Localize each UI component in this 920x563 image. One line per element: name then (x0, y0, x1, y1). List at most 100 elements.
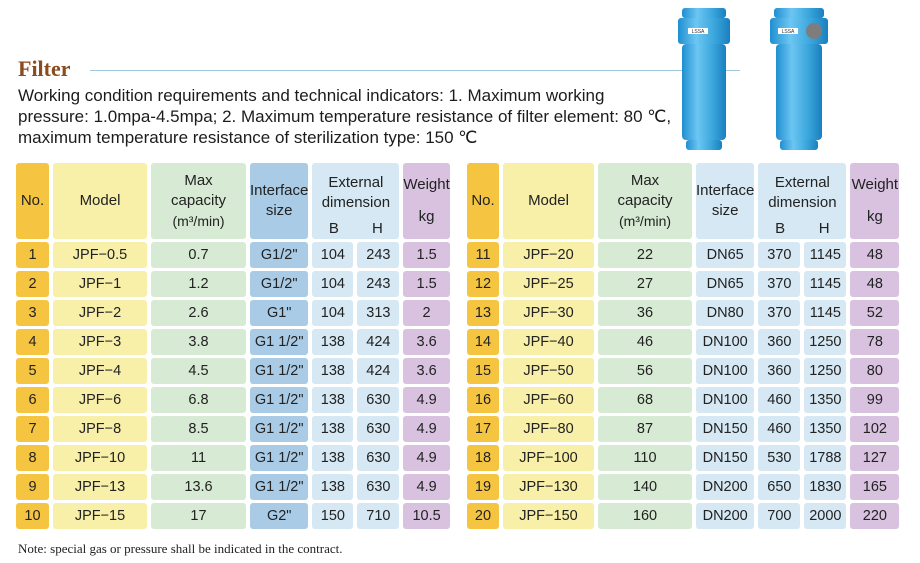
table-row: 18 JPF−100 110 DN150 530 1788 127 (467, 445, 900, 471)
description: Working condition requirements and techn… (18, 86, 672, 147)
cell-weight: 1.5 (403, 242, 450, 268)
cell-b: 150 (312, 503, 354, 529)
cell-no: 11 (467, 242, 499, 268)
cell-capacity: 68 (598, 387, 692, 413)
header-h: H (818, 220, 830, 237)
cell-interface: G2" (250, 503, 309, 529)
cell-interface: G1 1/2" (250, 358, 309, 384)
cell-interface: G1/2" (250, 242, 309, 268)
cell-no: 12 (467, 271, 499, 297)
table-row: 5 JPF−4 4.5 G1 1/2" 138 424 3.6 (16, 358, 450, 384)
cell-b: 370 (758, 271, 801, 297)
cell-b: 370 (758, 242, 801, 268)
table-row: 4 JPF−3 3.8 G1 1/2" 138 424 3.6 (16, 329, 450, 355)
table-row: 12 JPF−25 27 DN65 370 1145 48 (467, 271, 900, 297)
cell-model: JPF−50 (503, 358, 594, 384)
cell-h: 1250 (804, 329, 847, 355)
cell-h: 313 (357, 300, 400, 326)
cell-interface: DN100 (696, 358, 755, 384)
header-interface: Interface size (696, 163, 755, 239)
spec-table-left: No. Model Max capacity (m³/min) Interfac… (12, 160, 454, 532)
header-external-line1: External (328, 174, 384, 191)
cell-h: 1788 (804, 445, 847, 471)
cell-b: 104 (312, 300, 354, 326)
header-capacity-line2: capacity (170, 192, 227, 209)
header-b: B (775, 220, 786, 237)
cell-weight: 1.5 (403, 271, 450, 297)
cell-no: 3 (16, 300, 49, 326)
header-weight-label: Weight (851, 176, 899, 193)
table-row: 9 JPF−13 13.6 G1 1/2" 138 630 4.9 (16, 474, 450, 500)
cell-weight: 102 (850, 416, 900, 442)
cell-weight: 4.9 (403, 445, 450, 471)
cell-h: 710 (357, 503, 400, 529)
cell-weight: 52 (850, 300, 900, 326)
cell-model: JPF−20 (503, 242, 594, 268)
title-divider (90, 70, 740, 71)
cell-b: 370 (758, 300, 801, 326)
cell-model: JPF−10 (53, 445, 147, 471)
header-interface-line2: size (265, 202, 293, 219)
table-row: 7 JPF−8 8.5 G1 1/2" 138 630 4.9 (16, 416, 450, 442)
table-row: 11 JPF−20 22 DN65 370 1145 48 (467, 242, 900, 268)
header-b: B (328, 220, 339, 237)
header-external-dimension: External dimension B H (312, 163, 400, 239)
cell-model: JPF−2 (53, 300, 147, 326)
header-capacity-line1: Max (184, 172, 213, 189)
cell-no: 10 (16, 503, 49, 529)
cell-h: 630 (357, 445, 400, 471)
cell-weight: 48 (850, 242, 900, 268)
cell-no: 8 (16, 445, 49, 471)
cell-h: 1830 (804, 474, 847, 500)
cell-weight: 3.6 (403, 358, 450, 384)
header-h: H (371, 220, 383, 237)
cell-b: 138 (312, 387, 354, 413)
cell-capacity: 6.8 (151, 387, 246, 413)
header-capacity: Max capacity (m³/min) (598, 163, 692, 239)
cell-b: 360 (758, 358, 801, 384)
cell-no: 6 (16, 387, 49, 413)
header-interface-line1: Interface (696, 182, 755, 199)
cell-h: 2000 (804, 503, 847, 529)
cell-weight: 165 (850, 474, 900, 500)
cell-b: 138 (312, 445, 354, 471)
header-weight-label: Weight (403, 176, 450, 193)
cell-h: 1250 (804, 358, 847, 384)
header-capacity-line2: capacity (617, 192, 673, 209)
cell-b: 138 (312, 416, 354, 442)
table-row: 1 JPF−0.5 0.7 G1/2" 104 243 1.5 (16, 242, 450, 268)
table-row: 19 JPF−130 140 DN200 650 1830 165 (467, 474, 900, 500)
cell-b: 700 (758, 503, 801, 529)
table-header-row: No. Model Max capacity (m³/min) Interfac… (467, 163, 900, 239)
cell-no: 9 (16, 474, 49, 500)
cell-model: JPF−25 (503, 271, 594, 297)
table-row: 20 JPF−150 160 DN200 700 2000 220 (467, 503, 900, 529)
cell-no: 15 (467, 358, 499, 384)
cell-capacity: 140 (598, 474, 692, 500)
cell-capacity: 22 (598, 242, 692, 268)
product-label: LSSA (782, 29, 795, 35)
cell-b: 104 (312, 242, 354, 268)
cell-weight: 4.9 (403, 474, 450, 500)
footnote: Note: special gas or pressure shall be i… (18, 541, 343, 556)
cell-weight: 48 (850, 271, 900, 297)
cell-capacity: 160 (598, 503, 692, 529)
cell-no: 17 (467, 416, 499, 442)
cell-h: 424 (357, 329, 400, 355)
header-external-line2: dimension (321, 194, 391, 211)
header-weight-unit: kg (418, 208, 435, 225)
header-capacity: Max capacity (m³/min) (151, 163, 246, 239)
cell-no: 18 (467, 445, 499, 471)
cell-interface: DN200 (696, 503, 755, 529)
product-label: LSSA (692, 29, 705, 35)
table-row: 15 JPF−50 56 DN100 360 1250 80 (467, 358, 900, 384)
cell-h: 1145 (804, 242, 847, 268)
cell-interface: DN100 (696, 387, 755, 413)
header-external-dimension: External dimension B H (758, 163, 847, 239)
header-interface-line1: Interface (250, 182, 309, 199)
cell-capacity: 56 (598, 358, 692, 384)
cell-no: 7 (16, 416, 49, 442)
cell-capacity: 13.6 (151, 474, 246, 500)
cell-no: 20 (467, 503, 499, 529)
cell-capacity: 11 (151, 445, 246, 471)
